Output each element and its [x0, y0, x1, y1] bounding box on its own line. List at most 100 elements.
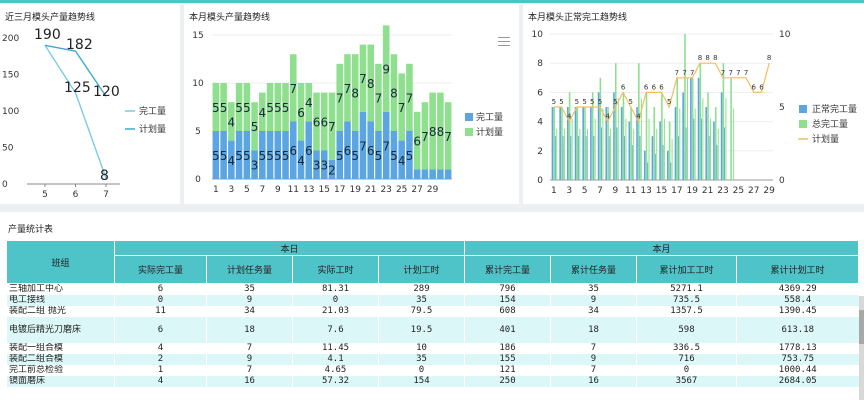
- bar-label-planned: 5: [212, 101, 220, 115]
- bar-normal-completed: [639, 136, 641, 180]
- line-data-label: 5: [582, 98, 586, 106]
- bar-normal-completed: [693, 118, 695, 180]
- bar-total-completed: [645, 92, 648, 180]
- x-tick-label: 9: [275, 185, 281, 195]
- table-scrollbar[interactable]: [859, 296, 864, 400]
- table-body: 三轴加工中心 6 35 81.31 289 796 35 5271.1 4369.29 电工接线 0…: [6, 283, 859, 387]
- bar-completed: [212, 131, 220, 179]
- bar-label-completed: 6: [344, 144, 352, 158]
- bar-completed: [413, 169, 421, 179]
- bar-completed: [344, 121, 351, 179]
- bar-total-completed: [594, 118, 596, 180]
- bar-completed: [359, 111, 367, 179]
- line-data-label: 8: [698, 54, 702, 62]
- table-cell: 401: [464, 316, 551, 343]
- y-tick-label-right: 10: [779, 30, 791, 40]
- table-row[interactable]: 电镀后精光刀磨床 6 18 7.6 19.5 401 18 598 613.18: [6, 316, 859, 343]
- bar-completed: [398, 140, 405, 179]
- y-tick-label: 0: [195, 175, 201, 185]
- bar-planned: [328, 92, 336, 160]
- bar-normal-completed: [597, 92, 600, 180]
- line-data-label: 8: [705, 54, 709, 62]
- cell-team-name: 装配二组 抛光: [6, 305, 115, 317]
- bar-normal-completed: [670, 162, 672, 180]
- bar-label-planned: 6: [313, 115, 321, 129]
- table-row[interactable]: 电工接线 0 9 0 35 154 9 735.5 558.4: [6, 294, 859, 306]
- bar-total-completed: [576, 107, 579, 180]
- bar-label-completed: 5: [220, 149, 228, 163]
- bar-planned: [259, 92, 266, 131]
- bar-label-planned: 8: [390, 87, 398, 101]
- cell-team-name: 电工接线: [6, 294, 115, 306]
- bar-normal-completed: [582, 107, 585, 180]
- table-cell: 9: [206, 353, 293, 365]
- bar-planned: [282, 83, 289, 131]
- bar-label-planned: 5: [243, 101, 251, 115]
- table-cell: 7: [550, 342, 637, 354]
- bar-normal-completed: [720, 92, 723, 180]
- line-data-label: 7: [744, 69, 748, 77]
- bar-planned: [398, 73, 405, 141]
- bar-total-completed: [571, 118, 573, 180]
- table-row[interactable]: 装配一组合模 4 7 11.45 10 186 7 336.5 1778.13: [6, 342, 859, 354]
- table-cell: 0: [377, 364, 465, 376]
- bar-total-completed: [656, 128, 658, 180]
- data-label: 182: [66, 37, 93, 53]
- x-tick-label: 25: [733, 186, 744, 196]
- bar-completed: [228, 140, 235, 179]
- bar-completed: [375, 131, 382, 179]
- x-tick-label: 23: [717, 186, 728, 196]
- panel-title: 本月模头正常完工趋势线: [528, 13, 628, 23]
- table-row[interactable]: 三轴加工中心 6 35 81.31 289 796 35 5271.1 4369.29: [6, 283, 859, 295]
- bar-label-planned: 7: [421, 130, 429, 144]
- column-header-group: 班组: [6, 240, 115, 284]
- table-row[interactable]: 镜面磨床 4 16 57.32 154 250 16 3567 2684.05: [6, 375, 859, 387]
- table-cell: 35: [377, 294, 465, 306]
- menu-icon[interactable]: [498, 37, 510, 46]
- table-cell: 289: [377, 283, 465, 295]
- bar-normal-completed: [620, 107, 623, 180]
- bar-completed: [336, 131, 344, 179]
- legend-label: 完工量: [139, 105, 166, 117]
- bar-total-completed: [722, 63, 725, 181]
- bar-normal-completed: [724, 127, 726, 180]
- bar-completed: [235, 131, 243, 179]
- bar-normal-completed: [636, 107, 638, 180]
- table-cell: 34: [550, 305, 637, 317]
- legend-label: 完工量: [476, 111, 503, 123]
- table-cell: 0: [636, 364, 737, 376]
- table-cell: 6: [114, 316, 207, 343]
- bar-normal-completed: [559, 107, 561, 180]
- bar-completed: [390, 131, 398, 179]
- bar-total-completed: [625, 118, 627, 180]
- x-tick-label: 29: [763, 186, 775, 196]
- table-cell: 2: [114, 353, 207, 365]
- bar-total-completed: [553, 107, 556, 180]
- table-row[interactable]: 完工前总检验 1 7 4.65 0 121 7 0 1000.44: [6, 364, 859, 376]
- production-stats-panel: 产量统计表 班组 本日 本月 实际完工量 计划任务量 实际工时 计划工时 累计完…: [0, 212, 864, 400]
- scrollbar-thumb[interactable]: [859, 310, 864, 344]
- bar-label-completed: 5: [336, 149, 344, 163]
- table-cell: 7: [550, 364, 637, 376]
- table-cell: 154: [377, 375, 465, 387]
- monthly-output-panel: 本月模头产量趋势线 0 5 10 15 5 5 5 5 4 4 5 5 5 5 3 5 5 4 5 5 5 5 5 5 6 7 4 6…: [184, 4, 519, 204]
- table-cell: 4: [114, 342, 207, 354]
- x-tick-label: 17: [671, 186, 682, 196]
- bar-planned: [320, 92, 328, 151]
- table-row[interactable]: 装配二组 抛光 11 34 21.03 79.5 608 34 1357.5 1390.45: [6, 305, 859, 317]
- table-cell: 4.1: [292, 353, 379, 365]
- table-cell: 35: [206, 283, 293, 295]
- x-tick-label: 1: [213, 185, 219, 195]
- table-cell: 35: [550, 283, 637, 295]
- y-tick-label: 100: [2, 107, 19, 117]
- bar-planned: [220, 83, 227, 131]
- bar-label-planned: 5: [274, 101, 282, 115]
- bar-label-completed: 5: [212, 149, 220, 163]
- table-row[interactable]: 装配二组合模 2 9 4.1 35 155 9 716 753.75: [6, 353, 859, 365]
- bar-normal-completed: [690, 77, 692, 180]
- bar-total-completed: [710, 118, 712, 180]
- table-cell: 11.45: [292, 342, 379, 354]
- line-data-label: 5: [575, 98, 579, 106]
- y-tick-label: 50: [2, 144, 14, 154]
- table-cell: 35: [377, 353, 465, 365]
